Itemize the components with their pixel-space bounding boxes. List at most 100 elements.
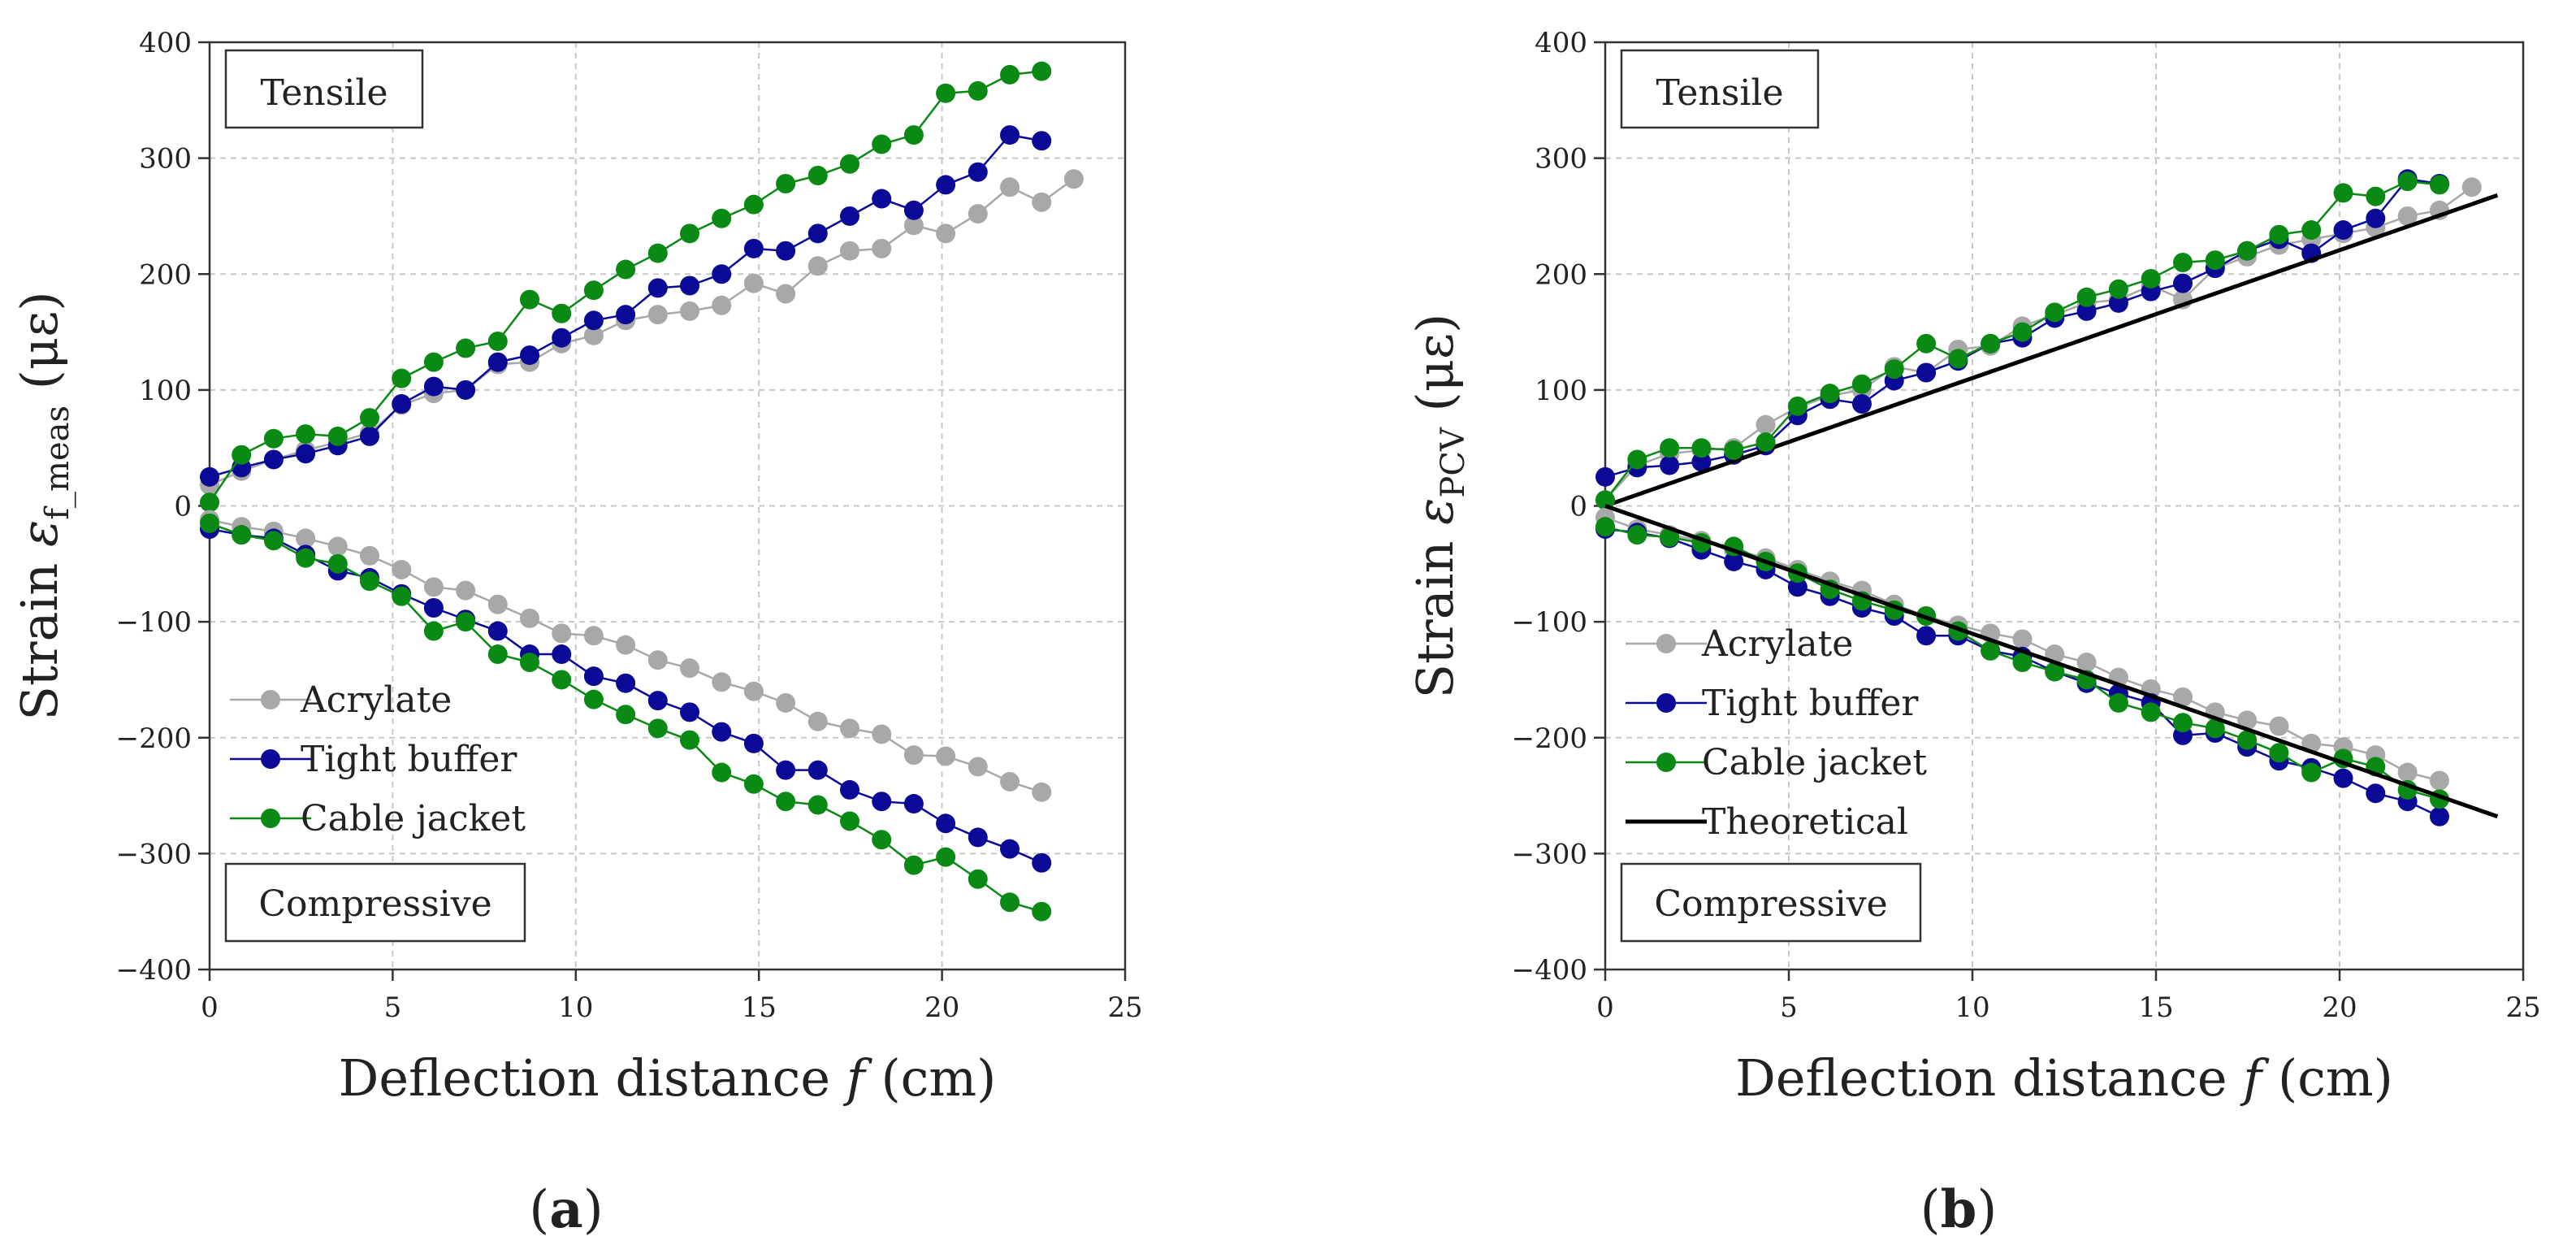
data-point [712, 295, 732, 315]
data-point [2108, 692, 2128, 713]
data-point [487, 621, 508, 641]
data-point [743, 238, 764, 258]
x-axis-title: Deflection distance f (cm) [339, 1048, 997, 1108]
data-point [519, 289, 539, 310]
y-axis-title: Strain εPCV (με) [1405, 314, 1472, 699]
series-line [209, 178, 1075, 486]
data-point [487, 331, 508, 351]
data-point [327, 553, 348, 574]
tensile-box [1620, 49, 1820, 129]
data-point [2012, 322, 2033, 342]
data-point [2076, 287, 2097, 307]
data-point [1032, 782, 1052, 802]
data-point [583, 626, 604, 646]
data-point [519, 653, 539, 673]
data-point [2205, 718, 2225, 739]
data-point [1820, 384, 1840, 404]
data-point [2397, 762, 2418, 783]
data-point [616, 673, 636, 693]
data-point [712, 672, 732, 692]
data-point [1595, 490, 1615, 510]
data-point [519, 345, 539, 366]
data-point [583, 689, 604, 709]
data-point [456, 580, 476, 601]
data-point [200, 466, 219, 487]
data-point [487, 352, 508, 372]
legend-label: Tight buffer [1702, 683, 1919, 724]
data-point [903, 215, 924, 236]
data-point [999, 64, 1020, 85]
data-point [2205, 250, 2225, 271]
data-point [743, 774, 764, 794]
data-point [456, 338, 476, 358]
data-point [2333, 220, 2353, 241]
data-point [456, 612, 476, 632]
data-point [2108, 293, 2128, 313]
data-point [999, 771, 1020, 792]
legend-item: Tight buffer [230, 739, 517, 780]
data-point [679, 658, 699, 679]
data-point [1063, 169, 1084, 189]
data-point [552, 623, 572, 644]
x-tick-label: 10 [558, 991, 593, 1024]
data-point [679, 702, 699, 722]
data-point [807, 711, 828, 731]
x-tick-label: 15 [2138, 991, 2173, 1024]
data-point [807, 166, 828, 186]
data-point [616, 259, 636, 280]
data-point [359, 571, 379, 592]
data-point [1916, 333, 1937, 354]
data-point [1691, 438, 1712, 458]
theoretical-line [1604, 193, 2499, 508]
data-point [2301, 762, 2322, 783]
data-point [968, 162, 988, 182]
tensile-label: Tensile [1656, 72, 1783, 114]
data-point [999, 892, 1020, 913]
data-point [359, 408, 379, 428]
data-point [1595, 517, 1615, 537]
data-point [999, 125, 1020, 145]
data-point [2108, 279, 2128, 299]
series-tight-buffer [200, 519, 1052, 873]
caption-a-text: (a) [529, 1179, 603, 1240]
y-tick-label: 400 [1535, 27, 1587, 59]
x-axis-title: Deflection distance f (cm) [1735, 1048, 2393, 1108]
data-point [327, 536, 348, 557]
data-point [968, 80, 988, 101]
data-point [1787, 396, 1808, 416]
series-tight-buffer [200, 125, 1052, 487]
data-point [807, 795, 828, 815]
data-point [1916, 626, 1937, 646]
series-cable-jacket [1595, 171, 2449, 510]
data-point [1981, 640, 2001, 661]
data-point [776, 241, 796, 261]
data-point [1884, 359, 1904, 380]
data-point [2045, 662, 2065, 682]
legend-item: Acrylate [230, 679, 452, 721]
y-tick-label: 200 [1535, 258, 1587, 291]
annotations: Tensile Compressive [224, 49, 526, 943]
data-point [679, 223, 699, 244]
data-point [2237, 241, 2258, 261]
data-point [263, 428, 284, 449]
data-point [423, 621, 444, 641]
data-point [839, 241, 859, 261]
data-point [2141, 268, 2161, 288]
data-point [1595, 466, 1615, 487]
data-point [936, 813, 956, 834]
x-tick-label: 20 [2322, 991, 2357, 1024]
y-tick-label: 0 [174, 491, 192, 523]
data-point [968, 827, 988, 848]
data-point [872, 134, 892, 154]
series-cable-jacket [200, 513, 1052, 922]
data-point [296, 424, 316, 445]
legend-label: Tight buffer [301, 739, 517, 780]
data-point [1627, 449, 1647, 470]
data-point [2076, 653, 2097, 673]
data-point [2333, 768, 2353, 788]
caption-b-text: (b) [1920, 1179, 1998, 1240]
data-point [712, 208, 732, 228]
caption-a: (a) [529, 1179, 603, 1240]
data-point [487, 594, 508, 614]
data-point [647, 718, 668, 739]
